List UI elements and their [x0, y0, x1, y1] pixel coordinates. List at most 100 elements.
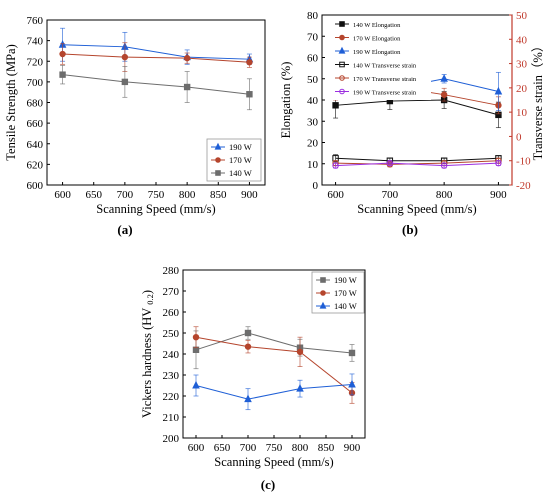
y-tick-label-c: 230: [163, 370, 180, 382]
data-point-c-2: [296, 384, 304, 392]
legend-label-c-2: 140 W: [334, 301, 357, 311]
y-tick-label-c: 250: [163, 328, 180, 340]
series-line-c-2: [195, 383, 353, 400]
data-point-a-2: [59, 71, 66, 78]
series-line-b-3: [335, 157, 499, 162]
legend-marker-b-5: [339, 88, 345, 95]
legend-label-c-1: 170 W: [334, 288, 357, 298]
y-tick-label-c: 270: [163, 286, 180, 298]
x-axis-title-b: Scanning Speed (mm/s): [357, 202, 476, 216]
x-tick-label-c: 800: [292, 442, 309, 454]
data-point-b-5: [495, 159, 502, 167]
y-tick-label-b: 80: [307, 10, 319, 22]
y-tick-label-c: 200: [163, 433, 180, 445]
legend-label-c-0: 190 W: [334, 275, 357, 285]
legend-marker-c-1: [320, 290, 326, 296]
data-point-a-2: [183, 83, 191, 91]
legend-box-b: [331, 16, 431, 100]
y-right-tick-label-b: 20: [516, 83, 528, 95]
y-tick-label-a: 740: [27, 36, 44, 48]
y-tick-label-a: 720: [27, 56, 44, 68]
data-point-b-2: [494, 86, 503, 95]
series-line-b-0: [335, 99, 499, 116]
legend-marker-a-2: [215, 170, 221, 176]
series-line-a-0: [62, 44, 250, 60]
legend-marker-c-2: [319, 301, 327, 309]
legend-label-b-4: 170 W Transverse strain: [353, 76, 417, 83]
x-tick-label-c: 900: [344, 442, 361, 454]
x-tick-label-a: 800: [179, 189, 196, 201]
x-tick-label-a: 850: [210, 189, 227, 201]
y-tick-label-a: 600: [27, 180, 44, 192]
x-tick-label-a: 750: [148, 189, 165, 201]
legend-marker-b-4: [339, 75, 345, 81]
y-axis-title-c: Vickers hardness (HV 0.2): [140, 290, 155, 418]
series-line-b-5: [335, 162, 499, 167]
y-tick-label-a: 660: [27, 118, 44, 130]
data-point-c-1: [192, 334, 200, 341]
y-axis-title-b: Elongation (%): [279, 62, 293, 139]
data-point-a-1: [246, 59, 253, 66]
x-tick-label-b: 800: [436, 189, 453, 201]
series-line-b-4: [335, 160, 499, 165]
data-point-b-5: [440, 162, 448, 169]
y-axis-title-main-c: Vickers hardness (HV: [140, 305, 154, 418]
y-right-tick-label-b: 40: [516, 34, 528, 46]
y-right-tick-label-b: -20: [516, 180, 531, 192]
y-tick-label-c: 260: [163, 307, 180, 319]
data-point-b-5: [332, 162, 339, 169]
y-tick-label-b: 20: [307, 138, 319, 150]
data-point-c-2: [348, 379, 356, 388]
series-line-c-0: [195, 332, 353, 354]
legend-marker-b-2: [338, 46, 346, 54]
y-tick-label-b: 60: [307, 53, 319, 65]
legend-marker-a-0: [214, 142, 222, 150]
legend-marker-c-0: [320, 277, 326, 283]
x-tick-label-a: 650: [85, 189, 102, 201]
legend-label-b-3: 140 W Transverse strain: [353, 63, 417, 70]
data-point-c-0: [348, 349, 356, 357]
y-right-tick-label-b: -10: [516, 156, 531, 168]
x-tick-label-a: 900: [241, 189, 258, 201]
data-point-a-1: [59, 50, 66, 58]
y-right-tick-label-b: 30: [516, 59, 528, 71]
x-tick-label-a: 600: [54, 189, 71, 201]
data-point-c-0: [244, 329, 252, 337]
y-tick-label-c: 220: [163, 391, 180, 403]
data-point-a-1: [121, 53, 129, 61]
panel-caption-a: (a): [117, 222, 132, 237]
legend-marker-b-1: [339, 34, 345, 41]
x-axis-title-c: Scanning Speed (mm/s): [214, 455, 333, 469]
y-tick-label-c: 210: [163, 412, 180, 424]
y-tick-label-b: 0: [313, 180, 319, 192]
y-tick-label-a: 680: [27, 98, 44, 110]
x-tick-label-c: 850: [318, 442, 335, 454]
y-tick-label-a: 640: [27, 139, 44, 151]
legend-label-b-1: 170 W Elongation: [353, 36, 401, 43]
y-tick-label-b: 50: [307, 74, 319, 86]
y-tick-label-a: 760: [27, 15, 44, 27]
data-point-c-1: [244, 343, 252, 350]
data-point-a-1: [183, 54, 191, 62]
y-tick-label-a: 700: [27, 77, 44, 89]
y-right-tick-label-b: 10: [516, 107, 528, 119]
y-tick-label-b: 70: [307, 31, 319, 43]
legend-label-a-2: 140 W: [229, 168, 252, 178]
data-point-c-2: [244, 394, 252, 403]
x-axis-title-a: Scanning Speed (mm/s): [96, 202, 215, 216]
data-point-b-0: [332, 102, 339, 109]
legend-label-b-5: 190 W Transverse strain: [353, 90, 417, 97]
x-tick-label-b: 900: [490, 189, 507, 201]
x-tick-label-a: 700: [117, 189, 134, 201]
x-tick-label-b: 700: [382, 189, 399, 201]
series-line-c-1: [195, 336, 353, 394]
legend-marker-b-0: [339, 21, 345, 27]
panel-caption-c: (c): [261, 477, 275, 492]
y-right-tick-label-b: 0: [516, 131, 522, 143]
series-line-a-2: [62, 74, 250, 95]
x-tick-label-b: 600: [327, 189, 344, 201]
y-axis-title-a: Tensile Strength (MPa): [4, 44, 18, 160]
y-right-axis-title-b: Transverse strain（%）: [531, 40, 545, 161]
x-tick-label-c: 650: [214, 442, 231, 454]
